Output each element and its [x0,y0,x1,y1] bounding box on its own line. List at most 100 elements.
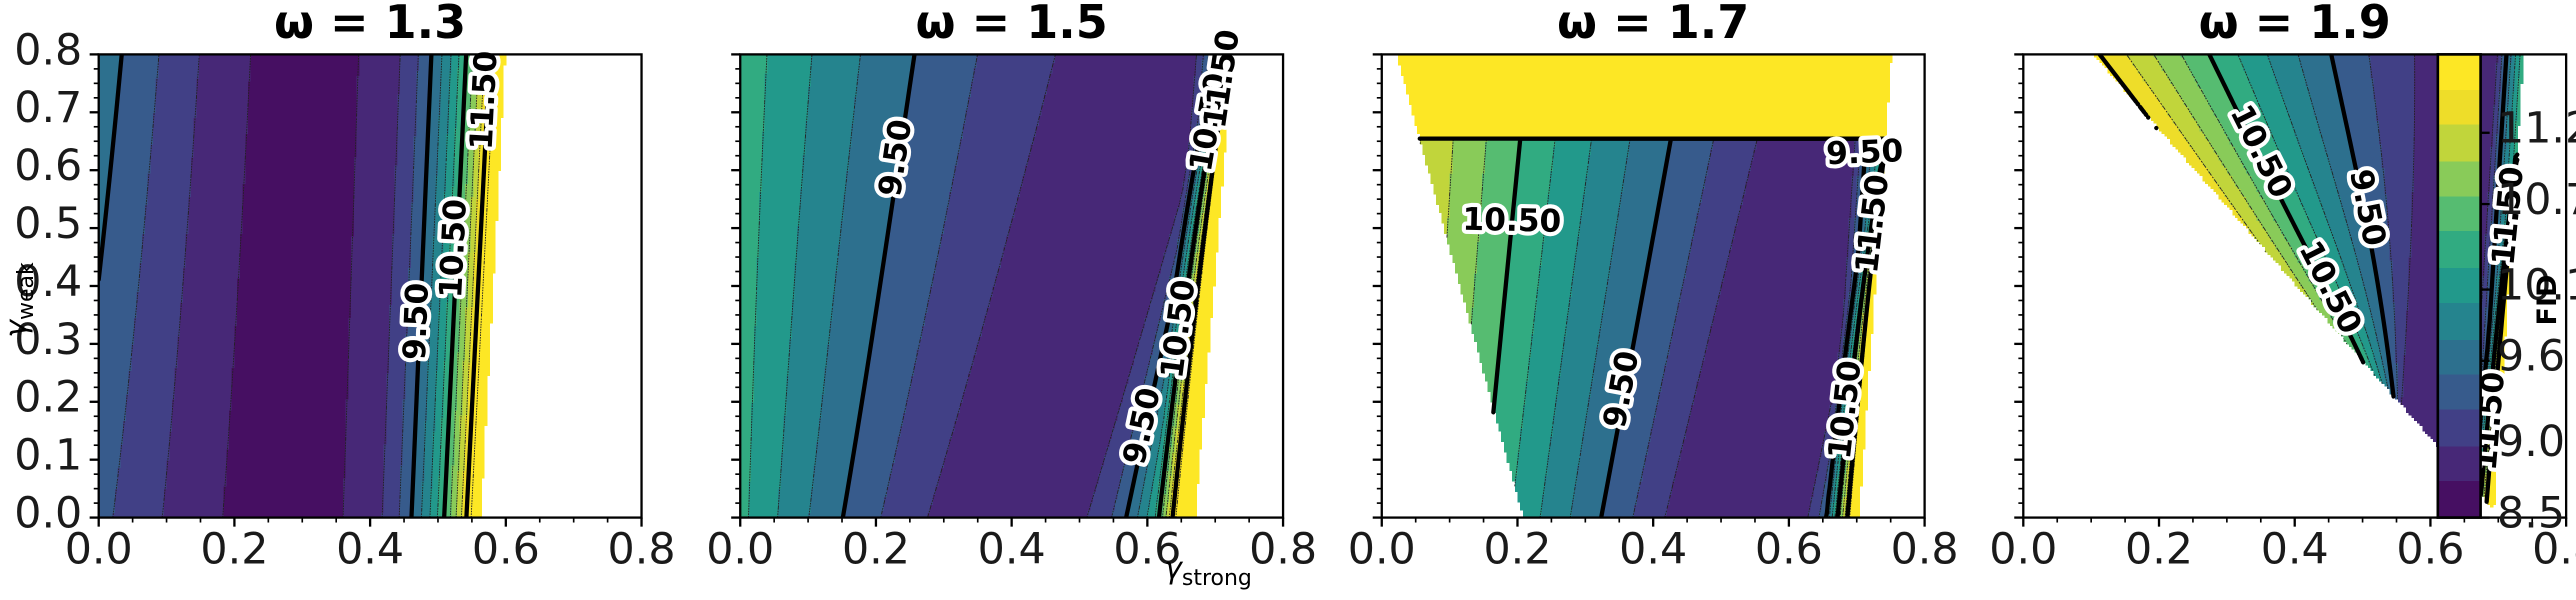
axes-panel-2: 0.0 0.2 0.4 0.6 0.8 ω = 1.7 [1348,0,1959,575]
colorbar-swatch [2437,202,2481,206]
colorbar-swatch [2437,221,2481,225]
colorbar-swatch [2437,327,2481,331]
colorbar-swatch [2437,306,2481,310]
colorbar-swatch [2437,452,2481,456]
colorbar-swatch [2437,181,2481,185]
colorbar-swatch [2437,329,2481,333]
colorbar-swatch [2437,193,2481,197]
colorbar-swatch [2437,142,2481,146]
colorbar-swatch [2437,346,2481,350]
colorbar-swatch [2437,350,2481,354]
y-tick-label: 0.1 [14,431,82,481]
contour-line-major [2097,54,2520,504]
colorbar-swatch [2437,378,2481,382]
colorbar-swatch [2437,496,2481,500]
colorbar-swatch [2437,420,2481,424]
colorbar-swatch [2437,499,2481,503]
colorbar-swatch [2437,54,2481,58]
colorbar-swatch [2437,204,2481,208]
colorbar-swatch [2437,188,2481,192]
y-tick-label: 0.0 [14,488,82,538]
colorbar-swatch [2437,508,2481,512]
colorbar-swatch [2437,260,2481,264]
colorbar-swatch [2437,279,2481,283]
x-tick-label: 0.0 [65,525,133,575]
colorbar-swatch [2437,411,2481,415]
colorbar-swatch [2437,119,2481,123]
contour-line-minor [436,54,460,518]
colorbar-swatch [2437,89,2481,93]
colorbar-swatch [2437,408,2481,412]
x-tick-label: 0.4 [978,525,1046,575]
colorbar-swatch [2437,318,2481,322]
contour-line-major [98,54,434,518]
colorbar-swatch [2437,130,2481,134]
colorbar-swatch [2437,404,2481,408]
colorbar-swatch [2437,455,2481,459]
colorbar-swatch [2437,297,2481,301]
colorbar-swatch [2437,91,2481,95]
colorbar-swatch [2437,445,2481,449]
colorbar-swatch [2437,295,2481,299]
colorbar-swatch [2437,225,2481,229]
colorbar-swatch [2437,93,2481,97]
x-tick-label: 0.2 [842,525,910,575]
x-tick-label: 0.8 [608,525,676,575]
panel-title: ω = 1.9 [2199,0,2391,49]
colorbar-swatch [2437,184,2481,188]
colorbar-swatch [2437,228,2481,232]
colorbar-swatch [2437,98,2481,102]
colorbar-swatch [2437,276,2481,280]
contour-panel-0 [98,54,507,518]
colorbar-swatch [2437,406,2481,410]
axes-panel-3: 0.0 0.2 0.4 0.6 0.8 ω = 1.9 [1989,0,2576,575]
contour-line-minor [112,54,419,518]
colorbar-swatch [2437,503,2481,507]
colorbar-swatch [2437,302,2481,306]
colorbar-swatch [2437,510,2481,514]
y-tick-label: 0.8 [14,25,82,75]
contour-line-minor [455,54,480,518]
colorbar-swatch [2437,272,2481,276]
x-tick-label: 0.8 [1891,525,1959,575]
colorbar-swatch [2437,223,2481,227]
colorbar-swatch [2437,448,2481,452]
colorbar-swatch [2437,112,2481,116]
colorbar-swatch [2437,103,2481,107]
colorbar-swatch [2437,311,2481,315]
colorbar-swatch [2437,174,2481,178]
colorbar-swatch [2437,262,2481,266]
colorbar-swatch [2437,267,2481,271]
colorbar-swatch [2437,443,2481,447]
colorbar-swatch [2437,450,2481,454]
colorbar-swatch [2437,107,2481,111]
contour-line-major [464,54,492,518]
colorbar-swatch [2437,100,2481,104]
colorbar-swatch [2437,339,2481,343]
colorbar-swatch [2437,461,2481,465]
x-tick-label: 0.8 [1249,525,1317,575]
colorbar-swatch [2437,218,2481,222]
x-tick-label: 0.6 [1755,525,1823,575]
colorbar-swatch [2437,147,2481,151]
colorbar-swatch [2437,163,2481,167]
x-tick-label: 0.0 [706,525,774,575]
colorbar-swatch [2437,246,2481,250]
colorbar-swatch [2437,79,2481,83]
colorbar-swatch [2437,422,2481,426]
colorbar-swatch [2437,160,2481,164]
colorbar-swatch [2437,137,2481,141]
y-tick-label: 0.6 [14,141,82,191]
svg-text:10.50: 10.50 [433,198,474,299]
contour-line-major [1156,54,1228,518]
colorbar-swatch [2437,56,2481,60]
colorbar-swatch [2437,274,2481,278]
colorbar-tick-label: 9.0 [2497,417,2565,467]
colorbar-swatch [2437,466,2481,470]
colorbar-swatch [2437,149,2481,153]
colorbar-swatch [2437,65,2481,69]
colorbar-swatch [2437,387,2481,391]
